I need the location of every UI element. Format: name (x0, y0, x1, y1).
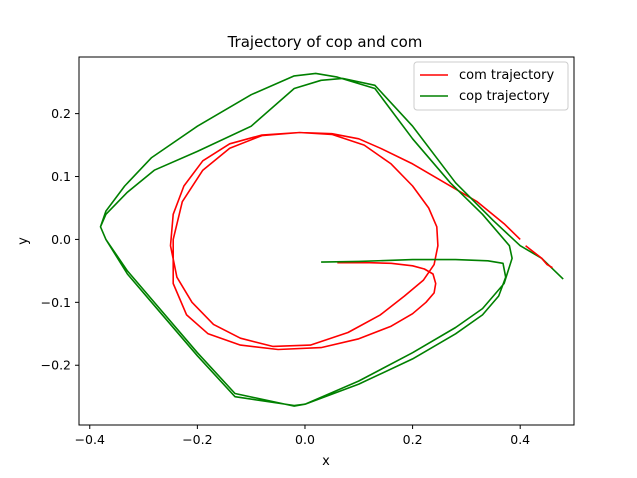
y-tick-label: −0.1 (41, 295, 71, 310)
x-tick-label: −0.4 (75, 432, 105, 447)
x-axis-label: x (322, 454, 330, 469)
y-axis-label: y (16, 237, 31, 245)
x-tick-label: 0.4 (510, 432, 530, 447)
y-tick-label: 0.2 (51, 106, 71, 121)
legend-label-cop: cop trajectory (459, 89, 550, 104)
x-tick-label: 0.0 (295, 432, 315, 447)
y-tick-label: 0.0 (51, 232, 71, 247)
y-tick-label: 0.1 (51, 169, 71, 184)
x-tick-label: −0.2 (182, 432, 212, 447)
x-tick-label: 0.2 (403, 432, 423, 447)
legend: com trajectory cop trajectory (414, 62, 568, 110)
legend-label-com: com trajectory (459, 68, 554, 83)
y-tick-label: −0.2 (41, 358, 71, 373)
chart-title: Trajectory of cop and com (227, 33, 423, 51)
